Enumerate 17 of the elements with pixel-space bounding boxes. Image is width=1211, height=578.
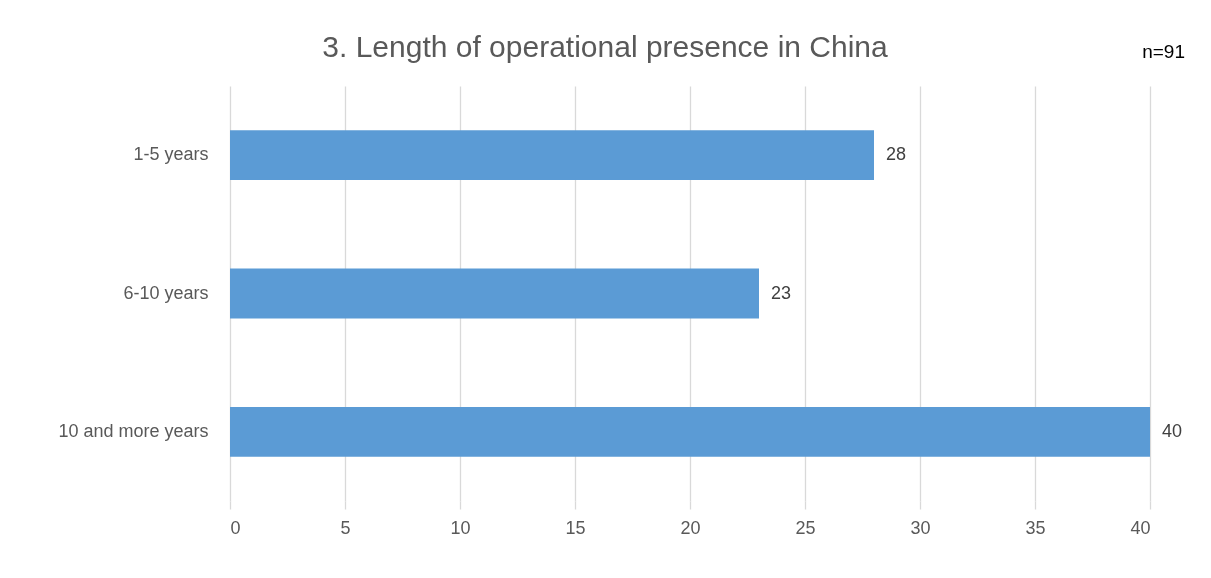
- y-tick-label: 1-5 years: [133, 144, 209, 165]
- x-tick-label: 30: [910, 517, 931, 538]
- data-label: 28: [886, 144, 907, 165]
- data-label: 23: [771, 282, 792, 303]
- x-tick-label: 35: [1025, 517, 1046, 538]
- x-tick-label: 10: [450, 517, 471, 538]
- y-tick-label: 6-10 years: [123, 282, 209, 303]
- x-tick-label: 20: [680, 517, 701, 538]
- x-tick-label: 40: [1130, 517, 1151, 538]
- chart-title: 3. Length of operational presence in China: [322, 30, 889, 63]
- data-label: 40: [1162, 420, 1183, 441]
- text: n=91: [1142, 41, 1185, 62]
- x-tick-label: 15: [565, 517, 586, 538]
- y-tick-label: 10 and more years: [58, 420, 209, 441]
- x-tick-label: 0: [230, 517, 241, 538]
- x-tick-label: 5: [340, 517, 351, 538]
- x-tick-label: 25: [795, 517, 816, 538]
